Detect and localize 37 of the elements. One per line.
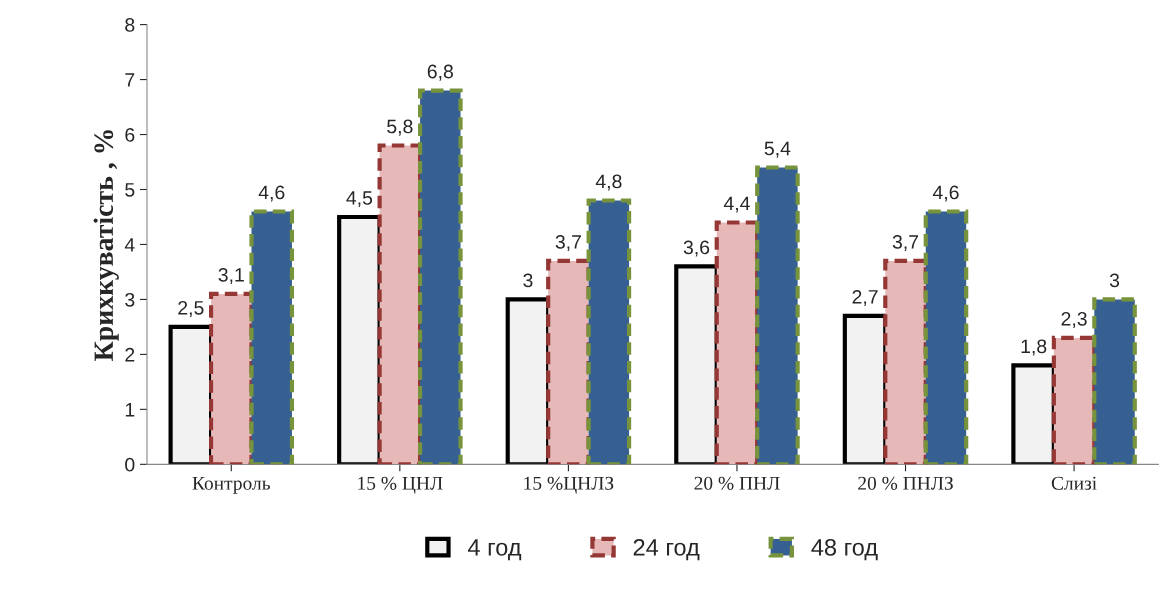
y-tick-label: 0 (125, 457, 135, 472)
data-label: 6,8 (427, 64, 453, 81)
y-tick-label: 5 (125, 183, 135, 197)
x-tick-label: Слизі (1051, 476, 1097, 490)
x-tick-label: 15 % ЦНЛ (358, 476, 443, 494)
x-tick-label: 20 % ПНЛЗ (858, 476, 953, 490)
data-label: 5,4 (764, 141, 791, 158)
data-label: 3 (523, 273, 533, 288)
data-label: 3,6 (683, 240, 710, 257)
y-tick-label: 8 (125, 18, 135, 32)
legend-label: 24 год (633, 538, 700, 561)
data-label: 3,7 (555, 235, 581, 252)
data-label: 1,8 (1021, 339, 1047, 356)
y-axis-title: Крихкуватість , % (93, 130, 119, 361)
x-tick-label: Контроль (192, 476, 270, 494)
legend-label: 4 год (467, 539, 522, 561)
data-label: 4,4 (723, 196, 750, 213)
data-label: 3,7 (892, 235, 919, 252)
x-tick-label: 20 % ПНЛ (694, 476, 780, 490)
y-tick-label: 3 (125, 292, 135, 307)
data-label: 3 (1109, 273, 1120, 288)
legend-label: 48 год (811, 538, 878, 561)
y-tick-label: 2 (125, 347, 135, 362)
data-label: 4,5 (346, 191, 373, 208)
data-label: 4,6 (258, 185, 285, 202)
data-label: 4,8 (595, 174, 622, 191)
data-label: 2,7 (852, 289, 878, 307)
data-label: 2,5 (178, 300, 204, 318)
data-label: 2,3 (1061, 311, 1087, 329)
data-label: 3,1 (218, 267, 244, 285)
y-tick-label: 7 (125, 73, 135, 87)
y-tick-label: 6 (125, 128, 135, 142)
data-label: 4,6 (932, 185, 959, 202)
x-tick-label: 15 %ЦНЛЗ (524, 476, 614, 494)
y-tick-label: 4 (124, 238, 135, 252)
data-label: 5,8 (387, 119, 413, 136)
y-tick-label: 1 (125, 403, 135, 417)
